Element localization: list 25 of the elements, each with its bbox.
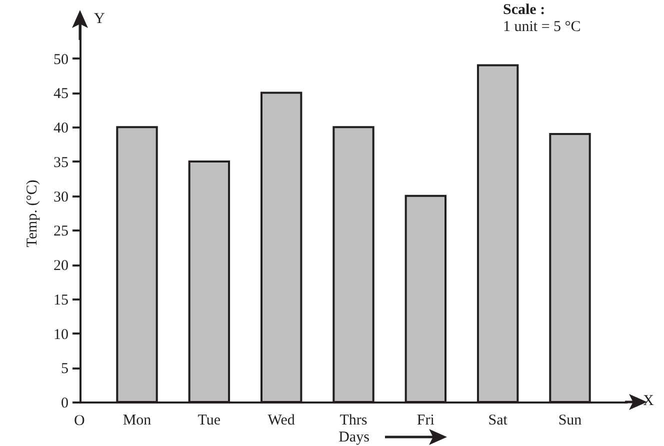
- text: O: [74, 413, 85, 429]
- y-axis-title: Temp. (°C): [24, 180, 40, 248]
- x-tick-label: Thrs: [340, 412, 368, 428]
- y-tick-label: 45: [54, 86, 68, 102]
- y-tick-label: 15: [54, 292, 68, 308]
- x-tick-label: Fri: [416, 412, 434, 428]
- y-tick-label: 30: [54, 189, 68, 206]
- y-tick-label: 40: [54, 120, 68, 137]
- x-tick-label: Sun: [558, 412, 582, 428]
- x-tick-label: Mon: [122, 412, 152, 428]
- annotation: 1 unit = 5 °C: [503, 19, 581, 35]
- text: Scale :: [503, 2, 546, 18]
- y-tick-label: 0: [61, 396, 68, 412]
- x-tick-label: Tue: [198, 412, 221, 428]
- y-tick-label: 20: [54, 258, 68, 274]
- text: X: [643, 393, 654, 409]
- y-tick-label: 25: [54, 224, 68, 240]
- y-tick-label: 35: [54, 154, 68, 171]
- x-tick-label: Wed: [268, 412, 296, 428]
- x-tick-label: Sat: [488, 412, 508, 428]
- y-tick-label: 50: [54, 52, 68, 68]
- annotation: Y: [94, 11, 105, 27]
- y-tick-label: 10: [54, 326, 68, 343]
- y-tick-label: 5: [61, 361, 68, 378]
- x-axis-title: Days: [338, 430, 370, 446]
